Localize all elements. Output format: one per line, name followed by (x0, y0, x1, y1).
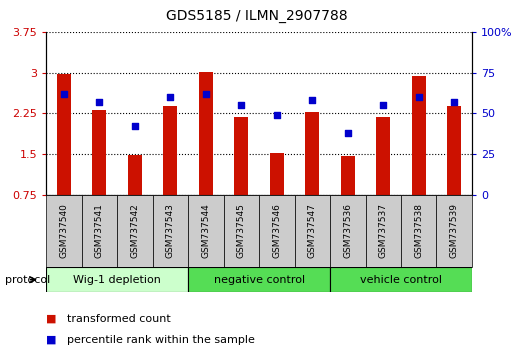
Text: negative control: negative control (213, 275, 305, 285)
Bar (46, 267, 188, 292)
Text: GSM737544: GSM737544 (201, 204, 210, 258)
Bar (437, 195, 472, 267)
Bar (163, 106, 177, 195)
Text: protocol: protocol (5, 275, 50, 285)
Bar (305, 112, 320, 195)
Text: GSM737541: GSM737541 (95, 204, 104, 258)
Point (415, 94, 423, 100)
Bar (188, 195, 224, 267)
Bar (57, 74, 71, 195)
Point (166, 94, 174, 100)
Text: Wig-1 depletion: Wig-1 depletion (73, 275, 161, 285)
Text: GSM737546: GSM737546 (272, 204, 281, 258)
Point (450, 99, 458, 105)
Bar (411, 76, 426, 195)
Bar (92, 110, 107, 195)
Bar (152, 195, 188, 267)
Text: GSM737547: GSM737547 (308, 204, 317, 258)
Point (379, 102, 387, 108)
Bar (82, 195, 117, 267)
Text: ■: ■ (46, 314, 56, 324)
Point (273, 112, 281, 118)
Bar (401, 195, 437, 267)
Text: GSM737539: GSM737539 (450, 204, 459, 258)
Bar (188, 267, 330, 292)
Point (344, 130, 352, 136)
Text: GSM737537: GSM737537 (379, 204, 388, 258)
Point (60, 91, 68, 97)
Bar (234, 116, 248, 195)
Text: GSM737542: GSM737542 (130, 204, 140, 258)
Bar (330, 267, 472, 292)
Text: transformed count: transformed count (67, 314, 170, 324)
Point (202, 91, 210, 97)
Bar (259, 195, 294, 267)
Text: GSM737536: GSM737536 (343, 204, 352, 258)
Point (131, 124, 139, 129)
Point (237, 102, 245, 108)
Bar (117, 195, 152, 267)
Bar (46, 195, 82, 267)
Bar (447, 106, 461, 195)
Bar (199, 72, 213, 195)
Bar (341, 156, 355, 195)
Text: GSM737545: GSM737545 (237, 204, 246, 258)
Text: GDS5185 / ILMN_2907788: GDS5185 / ILMN_2907788 (166, 9, 347, 23)
Text: GSM737543: GSM737543 (166, 204, 175, 258)
Bar (224, 195, 259, 267)
Bar (128, 155, 142, 195)
Bar (270, 153, 284, 195)
Text: GSM737540: GSM737540 (60, 204, 68, 258)
Bar (330, 195, 365, 267)
Text: GSM737538: GSM737538 (414, 204, 423, 258)
Bar (294, 195, 330, 267)
Text: vehicle control: vehicle control (360, 275, 442, 285)
Point (95, 99, 104, 105)
Text: ■: ■ (46, 335, 56, 345)
Text: percentile rank within the sample: percentile rank within the sample (67, 335, 254, 345)
Point (308, 97, 317, 103)
Bar (365, 195, 401, 267)
Bar (376, 116, 390, 195)
